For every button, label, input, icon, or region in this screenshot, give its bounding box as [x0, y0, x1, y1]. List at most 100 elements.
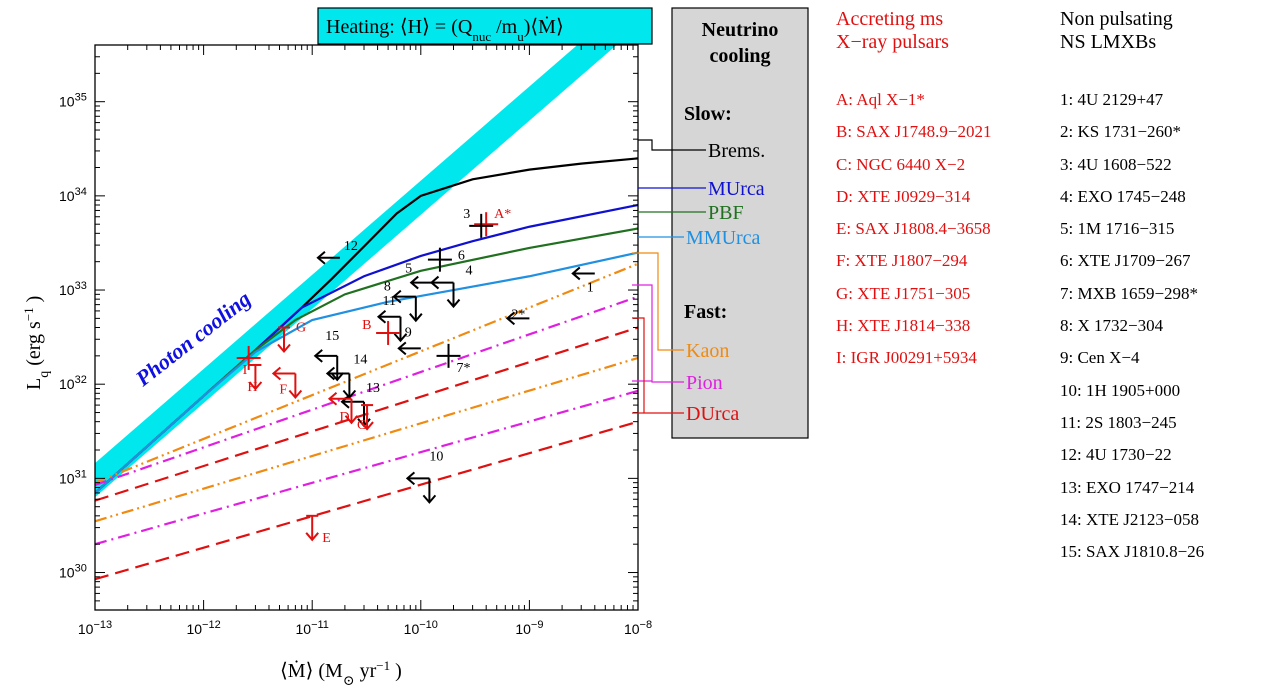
point-label: 12	[344, 239, 358, 254]
pbf-label: PBF	[708, 202, 744, 224]
pulsar-list-item: A: Aql X−1*	[836, 90, 925, 109]
x-tick-label: 10−9	[515, 619, 543, 637]
pulsars-heading-2: X−ray pulsars	[836, 31, 949, 53]
y-axis-label: Lq (erg s−1 )	[21, 296, 52, 390]
point-label: 4	[465, 264, 472, 279]
pulsars-heading-1: Accreting ms	[836, 8, 944, 30]
point-8: 8	[384, 280, 423, 323]
point-H: H	[247, 363, 263, 395]
lmxb-list-item: 5: 1M 1716−315	[1060, 219, 1175, 239]
point-label: 8	[384, 280, 391, 295]
lmxb-list-item: 4: EXO 1745−248	[1060, 186, 1186, 206]
durca-label: DUrca	[686, 403, 739, 425]
lmxb-list-item: 14: XTE J2123−058	[1060, 509, 1199, 529]
y-tick-label: 1033	[59, 280, 87, 298]
neutrino-title-1: Neutrino	[702, 19, 779, 41]
pulsar-list-item: G: XTE J1751−305	[836, 283, 971, 303]
point-label: 9	[405, 325, 412, 340]
neutrino-box	[671, 7, 809, 439]
point-6: 6	[427, 247, 465, 272]
y-tick-label: 1032	[59, 374, 87, 392]
x-tick-label: 10−10	[404, 619, 438, 637]
lmxb-list-item: 1: 4U 2129+47	[1060, 90, 1164, 109]
pion-label: Pion	[686, 372, 723, 394]
point-label: 6	[458, 249, 465, 264]
murca-label: MUrca	[708, 178, 765, 200]
pulsars-heading: Accreting ms X−ray pulsars	[836, 8, 949, 54]
point-label: I	[243, 363, 248, 378]
point-label: 3	[463, 207, 470, 222]
point-4: 4	[429, 264, 472, 309]
lmxb-list-item: 8: X 1732−304	[1060, 316, 1164, 336]
pulsar-list-item: I: IGR J00291+5934	[836, 348, 977, 368]
y-tick-label: 1035	[59, 92, 87, 110]
heating-label: Heating: ⟨H⟩ = (Qnuc /mu)⟨Ṁ⟩	[326, 15, 564, 44]
point-label: 7*	[457, 361, 471, 376]
series-mmurca	[95, 251, 638, 494]
point-label: 13	[366, 381, 380, 396]
point-label: D	[339, 410, 349, 425]
heating-label-box	[317, 7, 653, 45]
lmxb-heading-2: NS LMXBs	[1060, 31, 1157, 53]
pulsar-list-item: B: SAX J1748.9−2021	[836, 122, 992, 142]
point-label: 14	[353, 352, 367, 367]
lmxb-list-item: 2: KS 1731−260*	[1060, 122, 1182, 142]
data-points: A* 3 I 1 2* 4 5 6 7* 8 9 10 11 12 13 14 15 B CD E F G H	[236, 207, 595, 546]
point-B: B	[362, 318, 401, 345]
point-A-star: A*	[474, 207, 511, 237]
lmxb-list-item: 13: EXO 1747−214	[1060, 477, 1195, 497]
point-label: B	[362, 318, 371, 333]
point-G: G	[277, 321, 306, 354]
pulsar-list-item: E: SAX J1808.4−3658	[836, 219, 991, 239]
pulsar-list-item: C: NGC 6440 X−2	[836, 154, 966, 174]
point-12: 12	[316, 239, 358, 265]
lmxb-heading-1: Non pulsating	[1060, 8, 1173, 30]
point-I: I	[236, 345, 261, 378]
point-label: A*	[494, 207, 511, 222]
lmxb-list-item: 3: 4U 1608−522	[1060, 154, 1172, 174]
lmxb-list-item: 9: Cen X−4	[1060, 348, 1140, 368]
point-label: F	[279, 382, 287, 397]
series-kaon	[95, 262, 638, 484]
lmxb-list-item: 10: 1H 1905+000	[1060, 380, 1181, 400]
point-11: 11	[376, 294, 408, 343]
point-label: G	[296, 321, 306, 336]
point-E: E	[305, 514, 331, 546]
x-tick-label: 10−11	[295, 619, 328, 637]
brems-label: Brems.	[708, 140, 765, 162]
lmxb-list-item: 7: MXB 1659−298*	[1060, 283, 1199, 303]
lmxb-list-item: 12: 4U 1730−22	[1060, 445, 1172, 465]
brems-connector	[638, 139, 706, 151]
pulsar-list-item: H: XTE J1814−338	[836, 316, 971, 336]
series-layer	[95, 157, 638, 581]
point-7-star: 7*	[436, 343, 471, 376]
point-1: 1	[571, 266, 595, 295]
series-kaon	[95, 356, 638, 523]
series-pion	[95, 389, 638, 546]
point-3: 3	[463, 207, 494, 238]
y-tick-label: 1030	[59, 563, 87, 581]
x-tick-label: 10−8	[624, 619, 652, 637]
point-label: 2*	[511, 307, 525, 322]
pion-connector	[632, 284, 684, 383]
connectors	[632, 139, 706, 414]
point-label: 11	[382, 294, 395, 309]
point-label: E	[322, 531, 331, 546]
x-axis-label: ⟨Ṁ⟩ (M⊙ yr−1 )	[280, 658, 402, 689]
neutrino-title-2: cooling	[709, 45, 770, 67]
lmxb-list-item: 11: 2S 1803−245	[1060, 412, 1177, 432]
point-D: D	[327, 392, 359, 425]
axis-ticks: 10−13 10−12 10−11 10−10 10−9 10−8103010311032…	[59, 44, 652, 637]
lmxb-heading: Non pulsating NS LMXBs	[1060, 8, 1173, 54]
heating-band	[95, 45, 617, 498]
series-durca	[95, 420, 638, 581]
fast-label: Fast:	[684, 301, 727, 323]
point-2-star: 2*	[505, 307, 530, 326]
mmurca-label: MMUrca	[686, 227, 761, 249]
lmxb-list-item: 6: XTE J1709−267	[1060, 251, 1191, 271]
y-tick-label: 1031	[59, 468, 87, 486]
lmxb-list-item: 15: SAX J1810.8−26	[1060, 542, 1205, 562]
pulsars-list: A: Aql X−1* B: SAX J1748.9−2021 C: NGC 644…	[836, 84, 992, 375]
point-label: 5	[405, 262, 412, 277]
